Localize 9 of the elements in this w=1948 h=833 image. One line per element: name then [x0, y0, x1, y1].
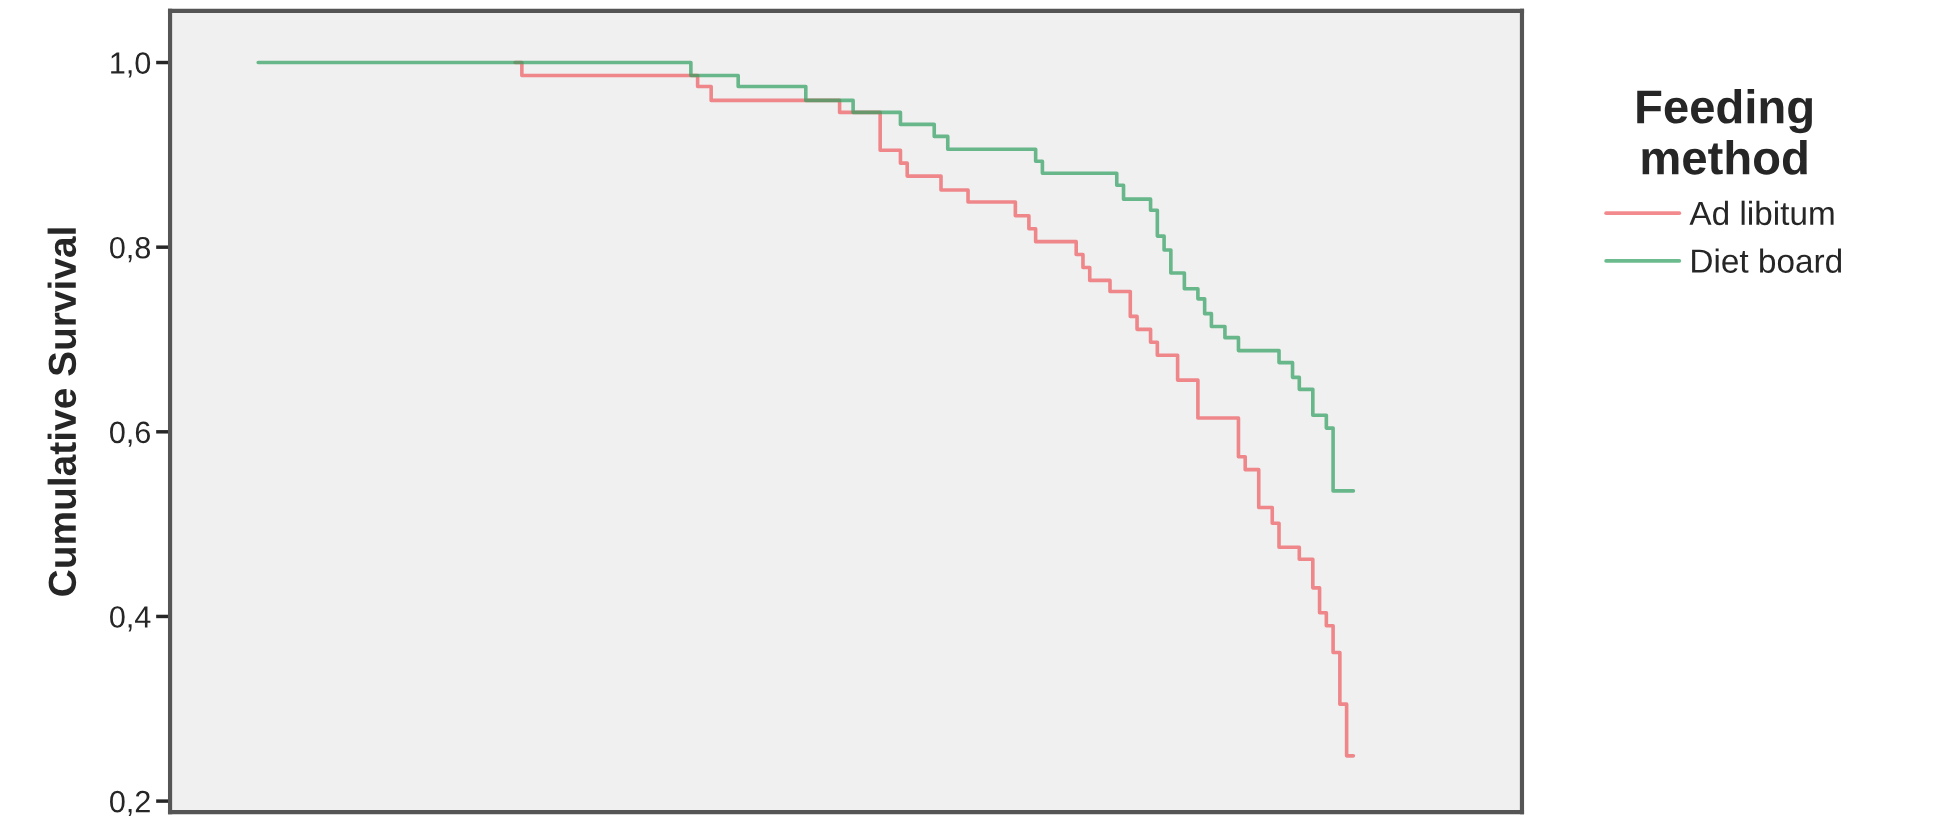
y-tick-label: 0,2 [110, 790, 150, 817]
y-tick-label: 0,6 [110, 421, 150, 447]
y-tick-label: 1,0 [111, 52, 151, 78]
legend-title: Feeding method [1637, 88, 1812, 175]
y-tick-label: 0,4 [110, 606, 151, 632]
y-tick-label: 0,8 [110, 236, 150, 263]
legend-label: Diet board [1692, 248, 1842, 273]
y-axis-title: Cumulative Survival [47, 228, 77, 596]
legend-label: Ad libitum [1689, 200, 1834, 226]
